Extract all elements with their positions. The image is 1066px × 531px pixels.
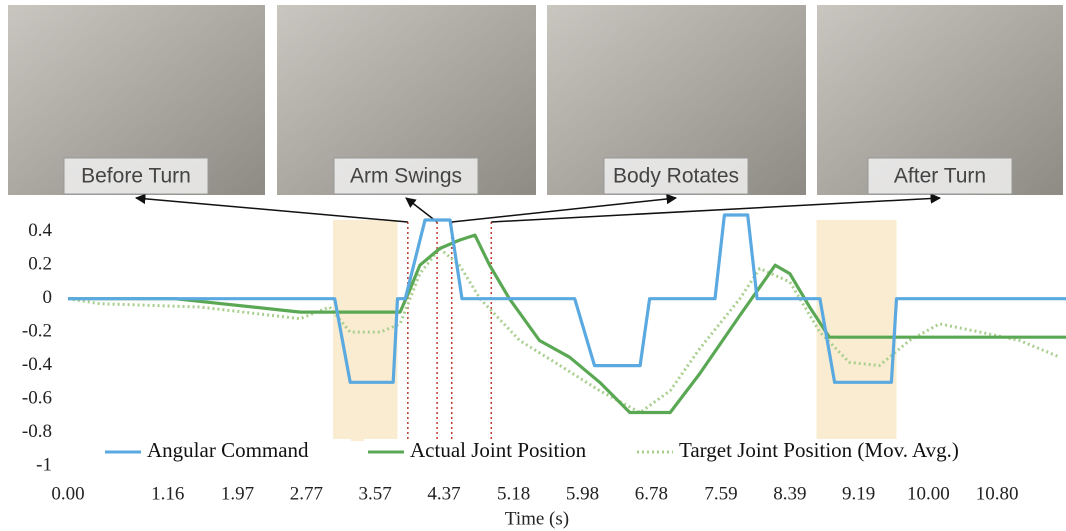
y-tick-label: -0.4 [22, 354, 53, 375]
x-tick-label: 10.00 [907, 483, 950, 504]
y-tick-label: 0.2 [28, 254, 52, 275]
y-tick-label: -0.8 [22, 421, 52, 442]
x-tick-label: 5.18 [497, 483, 530, 504]
legend-label: Target Joint Position (Mov. Avg.) [679, 438, 959, 462]
photo-label: Body Rotates [613, 165, 739, 188]
x-tick-label: 10.80 [976, 483, 1019, 504]
legend-label: Angular Command [147, 438, 309, 462]
series-line [68, 249, 1060, 413]
x-tick-label: 0.00 [51, 483, 84, 504]
y-tick-label: -1 [36, 454, 52, 475]
x-tick-label: 8.39 [773, 483, 806, 504]
x-tick-label: 6.78 [635, 483, 668, 504]
y-tick-label: -0.6 [22, 387, 52, 408]
y-tick-label: -0.2 [22, 320, 52, 341]
chart: 0.4 0.2 0 -0.2 -0.4 -0.6 -0.8 -1 0.00 1.16 1.97 2.7… [0, 0, 1066, 531]
x-tick-label: 4.37 [427, 483, 460, 504]
highlight-band [817, 220, 897, 441]
photo-label: Before Turn [81, 165, 191, 188]
x-tick-label: 2.77 [290, 483, 323, 504]
x-tick-label: 1.16 [151, 483, 184, 504]
x-axis-title: Time (s) [505, 508, 569, 529]
x-tick-label: 3.57 [359, 483, 392, 504]
x-tick-label: 9.19 [842, 483, 875, 504]
series-line [68, 235, 1066, 412]
legend-label: Actual Joint Position [410, 438, 587, 462]
photo-label: After Turn [894, 165, 986, 188]
x-tick-label: 5.98 [566, 483, 599, 504]
photo-label: Arm Swings [350, 165, 462, 188]
annotation-arrow [136, 198, 408, 222]
y-tick-label: 0.4 [28, 220, 52, 241]
x-tick-label: 7.59 [704, 483, 737, 504]
y-tick-label: 0 [43, 287, 53, 308]
x-tick-label: 1.97 [221, 483, 254, 504]
